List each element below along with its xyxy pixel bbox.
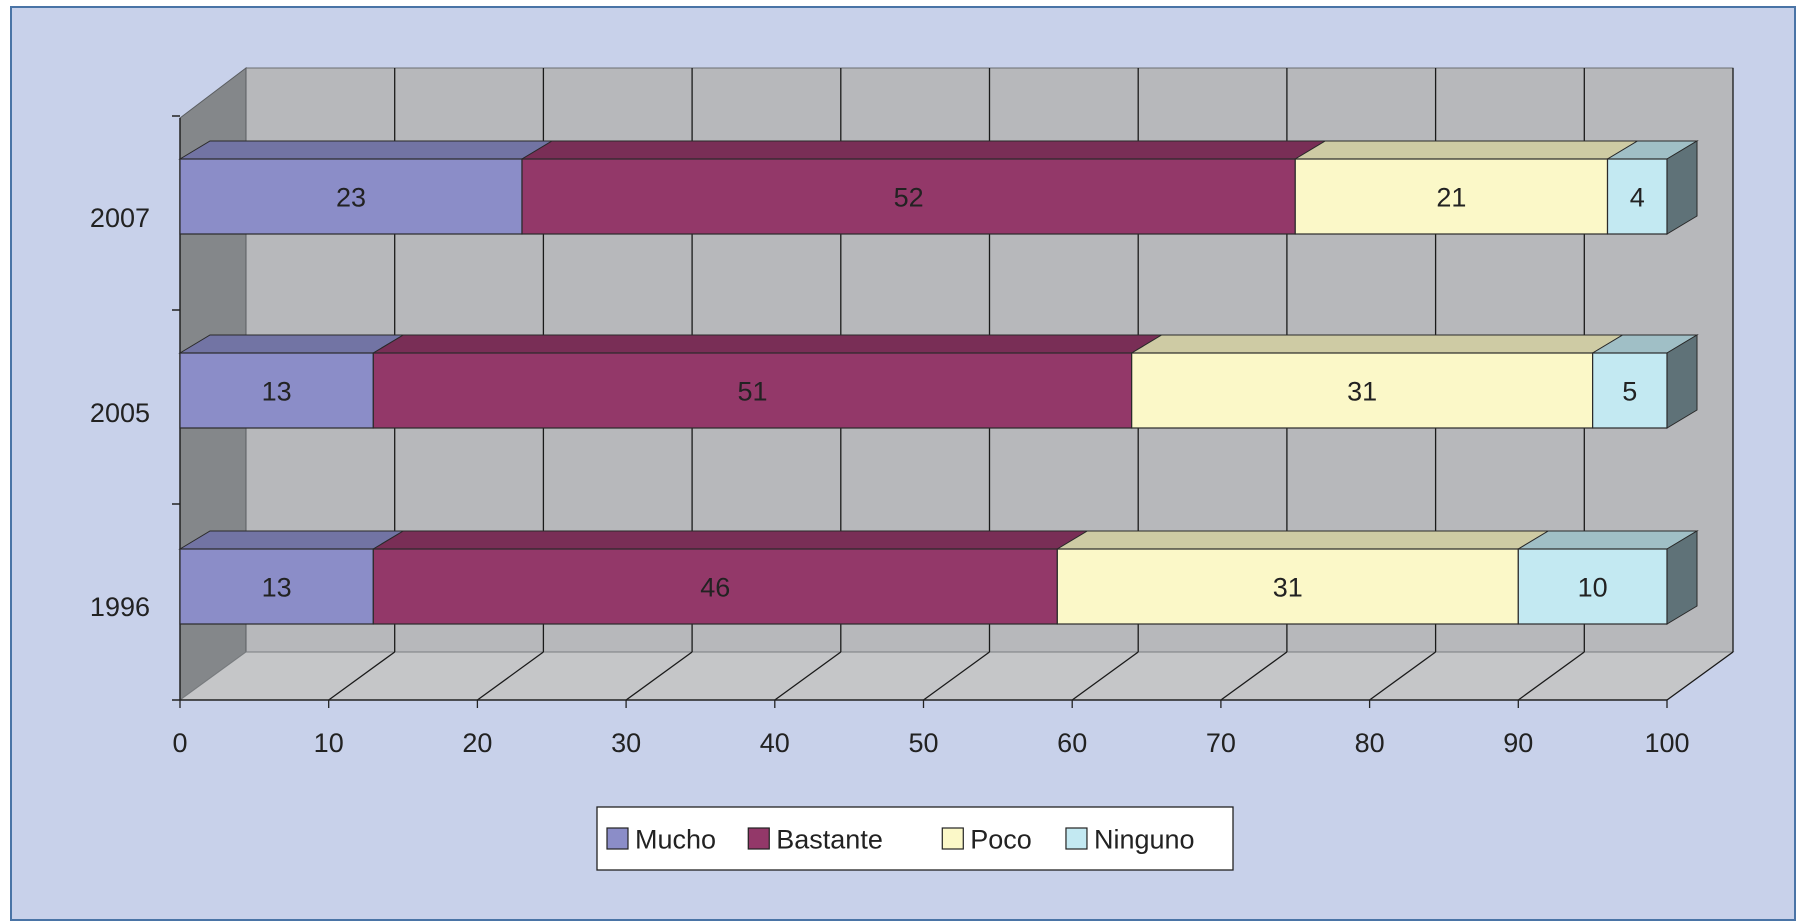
bar-top-face	[371, 530, 1090, 550]
bar-group-1996: 13 46 31 10	[178, 530, 1699, 625]
data-label: 13	[262, 377, 292, 407]
bar-top-face	[520, 140, 1328, 160]
floor-gridline	[1666, 651, 1734, 701]
floor-gridline	[625, 651, 693, 701]
legend: Mucho Bastante Poco Ninguno	[596, 806, 1234, 871]
bar-segment-poco	[1056, 548, 1519, 625]
bar-top-face	[371, 334, 1164, 354]
y-category-label: 2007	[90, 203, 150, 233]
bar-segment-poco	[1131, 352, 1594, 429]
bars: 23 52 21 4 13 51 31 5 13 46 31 10	[178, 140, 1699, 625]
bar-segment-ninguno	[1592, 352, 1668, 429]
data-label: 31	[1273, 573, 1303, 603]
x-tick-label: 50	[908, 728, 938, 758]
floor-gridline	[1517, 651, 1585, 701]
legend-swatch-poco	[941, 827, 964, 850]
legend-box	[596, 806, 1234, 871]
data-label: 21	[1436, 183, 1466, 213]
bar-segment-ninguno	[1606, 158, 1668, 235]
data-label: 23	[336, 183, 366, 213]
floor-gridline	[1071, 651, 1139, 701]
floor-gridline	[923, 651, 990, 701]
bar-top-face	[1129, 334, 1625, 354]
floor-gridline	[1220, 651, 1288, 701]
chart-panel: 0 10 20 30 40 50 60 70 80 90 100 2007 2005 1996 23 52 2…	[10, 6, 1796, 921]
bar-segment-mucho	[179, 548, 374, 625]
floor-gridline	[1369, 651, 1436, 701]
bar-top-face	[178, 334, 406, 354]
legend-label: Bastante	[776, 825, 883, 855]
legend-swatch-ninguno	[1065, 827, 1088, 850]
data-label: 13	[262, 573, 292, 603]
data-label: 10	[1578, 573, 1608, 603]
bar-top-face	[178, 140, 554, 160]
x-tick-label: 30	[611, 728, 641, 758]
data-label: 4	[1630, 183, 1645, 213]
x-tick-label: 70	[1206, 728, 1236, 758]
data-label: 31	[1347, 377, 1377, 407]
data-label: 5	[1622, 377, 1637, 407]
bar-top-face	[1055, 530, 1551, 550]
y-category-label: 1996	[90, 592, 150, 622]
legend-label: Poco	[970, 825, 1032, 855]
floor-gridline	[477, 651, 544, 701]
x-tick-label: 80	[1355, 728, 1385, 758]
bar-top-face	[1516, 530, 1699, 550]
legend-label: Ninguno	[1094, 825, 1195, 855]
bar-segment-poco	[1294, 158, 1609, 235]
x-tick-label: 20	[462, 728, 492, 758]
bar-segment-ninguno	[1517, 548, 1668, 625]
x-tick-label: 60	[1057, 728, 1087, 758]
x-tick-label: 90	[1503, 728, 1533, 758]
x-tick-label: 40	[760, 728, 790, 758]
floor-gridline	[328, 651, 396, 701]
bar-top-face	[1293, 140, 1640, 160]
y-category-label: 2005	[90, 398, 150, 428]
bar-segment-bastante	[521, 158, 1296, 235]
legend-swatch-bastante	[747, 827, 770, 850]
bar-group-2005: 13 51 31 5	[178, 334, 1699, 429]
x-tick-label: 100	[1644, 728, 1689, 758]
bar-segment-mucho	[179, 352, 374, 429]
data-label: 51	[737, 377, 767, 407]
floor-gridline	[774, 651, 842, 701]
legend-label: Mucho	[635, 825, 716, 855]
legend-swatch-mucho	[606, 827, 629, 850]
bar-top-face	[178, 530, 406, 550]
bar-group-2007: 23 52 21 4	[178, 140, 1699, 235]
bar-segment-bastante	[372, 352, 1133, 429]
data-label: 46	[700, 573, 730, 603]
x-tick-label: 0	[172, 728, 187, 758]
x-tick-label: 10	[314, 728, 344, 758]
data-label: 52	[894, 183, 924, 213]
bar-segment-mucho	[179, 158, 523, 235]
